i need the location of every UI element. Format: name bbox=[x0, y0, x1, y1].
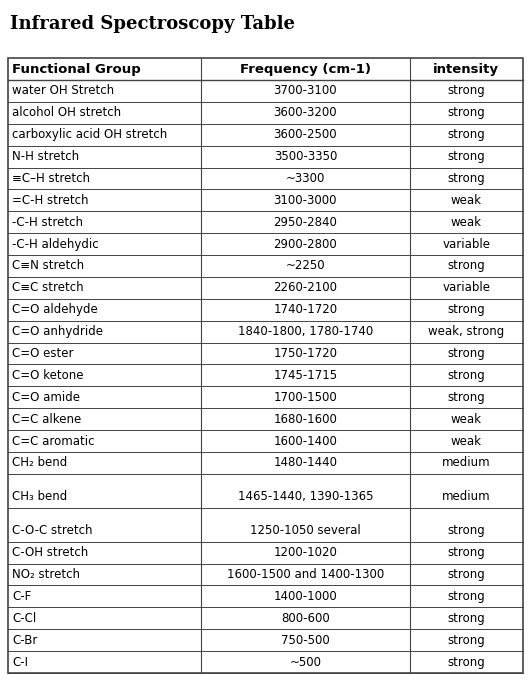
Text: C-O-C stretch: C-O-C stretch bbox=[12, 524, 93, 537]
Text: strong: strong bbox=[448, 612, 485, 624]
Text: variable: variable bbox=[442, 281, 490, 294]
Text: C-Br: C-Br bbox=[12, 634, 38, 647]
Text: strong: strong bbox=[448, 568, 485, 581]
Text: 750-500: 750-500 bbox=[281, 634, 330, 647]
Text: carboxylic acid OH stretch: carboxylic acid OH stretch bbox=[12, 128, 167, 141]
Text: C=O aldehyde: C=O aldehyde bbox=[12, 303, 98, 316]
Text: CH₃ bend: CH₃ bend bbox=[12, 490, 67, 503]
Text: strong: strong bbox=[448, 524, 485, 537]
Text: 1700-1500: 1700-1500 bbox=[273, 391, 337, 404]
Text: Frequency (cm-1): Frequency (cm-1) bbox=[240, 63, 371, 76]
Text: alcohol OH stretch: alcohol OH stretch bbox=[12, 106, 122, 119]
Text: ~2250: ~2250 bbox=[286, 259, 325, 272]
Text: C-Cl: C-Cl bbox=[12, 612, 37, 624]
Text: C≡C stretch: C≡C stretch bbox=[12, 281, 84, 294]
Text: weak: weak bbox=[451, 434, 482, 447]
Text: 1740-1720: 1740-1720 bbox=[273, 303, 338, 316]
Text: ~500: ~500 bbox=[289, 656, 321, 669]
Text: weak: weak bbox=[451, 194, 482, 207]
Text: strong: strong bbox=[448, 84, 485, 97]
Text: strong: strong bbox=[448, 590, 485, 603]
Text: 1600-1500 and 1400-1300: 1600-1500 and 1400-1300 bbox=[227, 568, 384, 581]
Text: 3600-3200: 3600-3200 bbox=[273, 106, 337, 119]
Text: 2900-2800: 2900-2800 bbox=[273, 238, 337, 251]
Text: strong: strong bbox=[448, 369, 485, 382]
Text: weak: weak bbox=[451, 413, 482, 426]
Text: 1465-1440, 1390-1365: 1465-1440, 1390-1365 bbox=[238, 490, 373, 503]
Text: 1400-1000: 1400-1000 bbox=[273, 590, 337, 603]
Text: C=O amide: C=O amide bbox=[12, 391, 80, 404]
Text: C≡N stretch: C≡N stretch bbox=[12, 259, 84, 272]
Text: Functional Group: Functional Group bbox=[12, 63, 141, 76]
Text: strong: strong bbox=[448, 259, 485, 272]
Text: C=C aromatic: C=C aromatic bbox=[12, 434, 95, 447]
Text: 1480-1440: 1480-1440 bbox=[273, 456, 337, 469]
Text: strong: strong bbox=[448, 128, 485, 141]
Text: =C-H stretch: =C-H stretch bbox=[12, 194, 89, 207]
Text: 2950-2840: 2950-2840 bbox=[273, 216, 337, 229]
Text: C=O ester: C=O ester bbox=[12, 347, 74, 360]
Text: CH₂ bend: CH₂ bend bbox=[12, 456, 67, 469]
Text: intensity: intensity bbox=[433, 63, 499, 76]
Text: strong: strong bbox=[448, 391, 485, 404]
Text: 3700-3100: 3700-3100 bbox=[273, 84, 337, 97]
Text: 800-600: 800-600 bbox=[281, 612, 330, 624]
Text: 1745-1715: 1745-1715 bbox=[273, 369, 338, 382]
Text: C=O ketone: C=O ketone bbox=[12, 369, 84, 382]
Text: 1250-1050 several: 1250-1050 several bbox=[250, 524, 361, 537]
Text: C=C alkene: C=C alkene bbox=[12, 413, 81, 426]
Text: NO₂ stretch: NO₂ stretch bbox=[12, 568, 80, 581]
Text: -C-H aldehydic: -C-H aldehydic bbox=[12, 238, 99, 251]
Text: strong: strong bbox=[448, 150, 485, 163]
Text: strong: strong bbox=[448, 656, 485, 669]
Text: 3100-3000: 3100-3000 bbox=[273, 194, 337, 207]
Text: 2260-2100: 2260-2100 bbox=[273, 281, 337, 294]
Text: strong: strong bbox=[448, 303, 485, 316]
Text: C-OH stretch: C-OH stretch bbox=[12, 546, 89, 559]
Text: water OH Stretch: water OH Stretch bbox=[12, 84, 114, 97]
Text: medium: medium bbox=[442, 456, 491, 469]
Text: weak, strong: weak, strong bbox=[428, 325, 504, 338]
Text: variable: variable bbox=[442, 238, 490, 251]
Text: 1750-1720: 1750-1720 bbox=[273, 347, 337, 360]
Text: strong: strong bbox=[448, 347, 485, 360]
Text: C-I: C-I bbox=[12, 656, 28, 669]
Text: -C-H stretch: -C-H stretch bbox=[12, 216, 83, 229]
Text: 1840-1800, 1780-1740: 1840-1800, 1780-1740 bbox=[238, 325, 373, 338]
Text: 3500-3350: 3500-3350 bbox=[273, 150, 337, 163]
Text: strong: strong bbox=[448, 634, 485, 647]
Text: Infrared Spectroscopy Table: Infrared Spectroscopy Table bbox=[10, 15, 295, 33]
Text: strong: strong bbox=[448, 546, 485, 559]
Text: C-F: C-F bbox=[12, 590, 31, 603]
Text: 1200-1020: 1200-1020 bbox=[273, 546, 337, 559]
Text: 3600-2500: 3600-2500 bbox=[273, 128, 337, 141]
Text: 1600-1400: 1600-1400 bbox=[273, 434, 337, 447]
Text: 1680-1600: 1680-1600 bbox=[273, 413, 337, 426]
Text: weak: weak bbox=[451, 216, 482, 229]
Text: strong: strong bbox=[448, 172, 485, 185]
Text: ~3300: ~3300 bbox=[286, 172, 325, 185]
Text: ≡C–H stretch: ≡C–H stretch bbox=[12, 172, 90, 185]
Text: strong: strong bbox=[448, 106, 485, 119]
Text: C=O anhydride: C=O anhydride bbox=[12, 325, 103, 338]
Text: N-H stretch: N-H stretch bbox=[12, 150, 79, 163]
Text: medium: medium bbox=[442, 490, 491, 503]
